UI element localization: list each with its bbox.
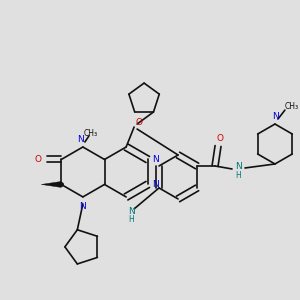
Text: CH₃: CH₃	[285, 102, 299, 111]
Polygon shape	[41, 182, 61, 188]
Text: N: N	[152, 180, 159, 189]
Text: O: O	[136, 118, 142, 127]
Text: O: O	[217, 134, 224, 142]
Text: N: N	[80, 202, 86, 211]
Text: H: H	[235, 172, 241, 181]
Text: N: N	[273, 112, 279, 121]
Text: H: H	[128, 215, 134, 224]
Text: N: N	[77, 134, 84, 143]
Text: O: O	[35, 155, 42, 164]
Text: N: N	[128, 207, 134, 216]
Text: N: N	[235, 163, 242, 172]
Text: N: N	[152, 155, 159, 164]
Text: CH₃: CH₃	[84, 128, 98, 137]
